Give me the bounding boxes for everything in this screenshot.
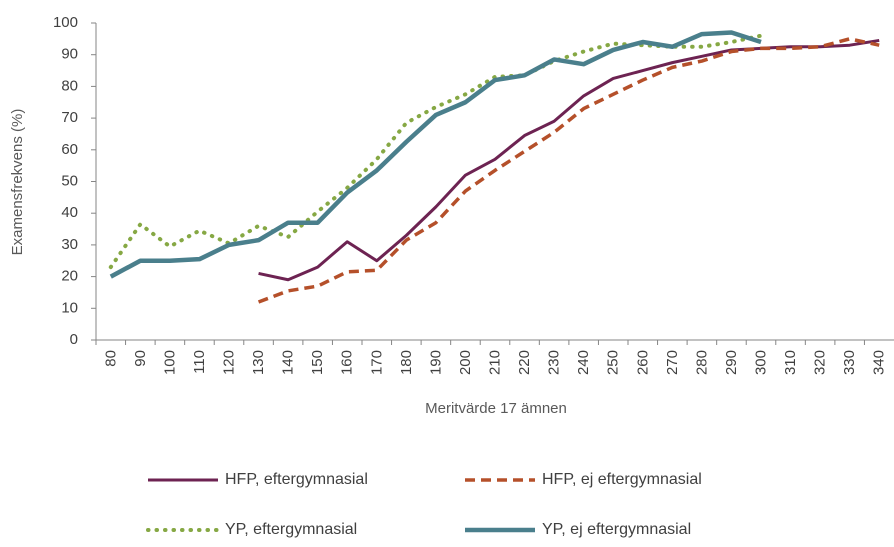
x-tick-label: 290 [723, 350, 740, 375]
y-tick-label: 70 [61, 109, 78, 126]
y-tick-label: 30 [61, 236, 78, 253]
x-tick-label: 120 [221, 350, 238, 375]
legend-label: YP, eftergymnasial [225, 521, 357, 538]
x-tick-label: 200 [457, 350, 474, 375]
legend-label: HFP, ej eftergymnasial [542, 471, 702, 488]
x-tick-label: 220 [516, 350, 533, 375]
x-tick-label: 150 [309, 350, 326, 375]
y-tick-label: 40 [61, 204, 78, 221]
series-line [258, 38, 880, 282]
y-tick-label: 60 [61, 141, 78, 158]
series-line [108, 33, 763, 270]
y-tick-label: 10 [61, 299, 78, 316]
x-tick-label: 90 [132, 350, 149, 367]
x-tick-label: 160 [339, 350, 356, 375]
x-tick-label: 180 [398, 350, 415, 375]
legend-label: HFP, eftergymnasial [225, 471, 368, 488]
x-tick-label: 140 [280, 350, 297, 375]
y-tick-label: 0 [70, 331, 78, 348]
x-tick-label: 310 [782, 350, 799, 375]
y-tick-label: 20 [61, 268, 78, 285]
y-tick-label: 90 [61, 46, 78, 63]
x-tick-label: 340 [871, 350, 888, 375]
y-axis-label: Examensfrekvens (%) [9, 109, 26, 256]
x-tick-label: 230 [546, 350, 563, 375]
x-tick-label: 320 [812, 350, 829, 375]
x-tick-label: 190 [427, 350, 444, 375]
x-tick-label: 100 [161, 350, 178, 375]
y-tick-label: 80 [61, 77, 78, 94]
x-tick-label: 170 [368, 350, 385, 375]
x-tick-label: 250 [605, 350, 622, 375]
x-tick-label: 270 [664, 350, 681, 375]
series-line [257, 37, 880, 304]
x-tick-label: 300 [753, 350, 770, 375]
x-tick-label: 130 [250, 350, 267, 375]
x-tick-label: 240 [575, 350, 592, 375]
x-axis-label: Meritvärde 17 ämnen [425, 400, 567, 417]
x-tick-label: 110 [191, 350, 208, 374]
series-line [109, 30, 762, 279]
x-tick-label: 80 [102, 350, 119, 367]
legend-label: YP, ej eftergymnasial [542, 521, 691, 538]
x-tick-label: 210 [487, 350, 504, 375]
y-tick-label: 100 [53, 14, 78, 31]
x-tick-label: 260 [634, 350, 651, 375]
x-tick-label: 330 [841, 350, 858, 375]
y-tick-label: 50 [61, 172, 78, 189]
x-tick-label: 280 [693, 350, 710, 375]
